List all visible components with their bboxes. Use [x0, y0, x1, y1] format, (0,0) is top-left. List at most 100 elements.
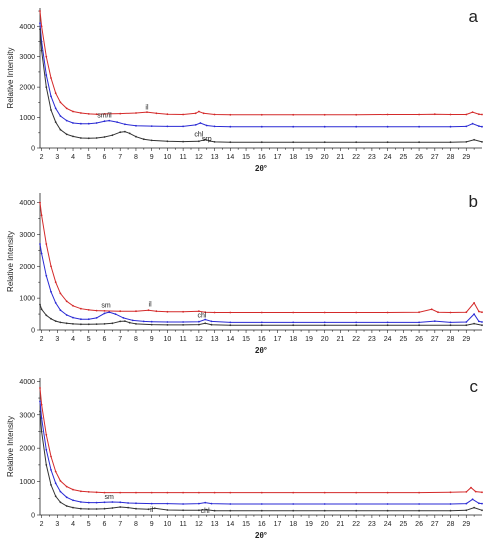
data-point: [465, 141, 468, 143]
data-point: [182, 509, 185, 512]
data-point: [182, 321, 185, 323]
data-point: [478, 125, 480, 127]
x-tick-label: 8: [134, 521, 138, 528]
data-point: [449, 125, 452, 128]
data-point: [39, 400, 41, 403]
data-point: [229, 503, 232, 505]
x-tick-label: 16: [258, 154, 266, 161]
x-tick-label: 18: [289, 154, 297, 161]
data-point: [260, 324, 263, 327]
data-point: [355, 113, 358, 116]
data-point: [323, 503, 326, 505]
data-point: [45, 86, 48, 88]
data-point: [355, 491, 358, 494]
x-tick-label: 6: [103, 154, 107, 161]
data-point: [50, 290, 52, 293]
data-point: [355, 509, 358, 512]
data-point: [147, 508, 150, 511]
data-point: [449, 311, 452, 314]
data-point: [386, 491, 389, 494]
data-point: [39, 303, 41, 306]
data-point: [103, 113, 106, 115]
data-point: [95, 122, 98, 124]
x-tick-label: 17: [274, 336, 282, 343]
data-point: [205, 508, 208, 511]
data-point: [355, 321, 358, 324]
data-point: [198, 509, 200, 512]
data-point: [103, 323, 106, 325]
data-point: [182, 310, 185, 313]
data-point: [292, 141, 295, 144]
data-point: [65, 496, 68, 499]
data-point: [128, 321, 131, 324]
y-tick-label: 0: [31, 513, 35, 520]
series-line-1: [39, 401, 483, 505]
data-point: [182, 503, 185, 505]
data-point: [481, 324, 483, 327]
x-tick-label: 4: [71, 154, 75, 161]
data-point: [59, 501, 62, 504]
data-point: [150, 320, 153, 323]
x-tick-label: 26: [415, 521, 423, 528]
data-point: [478, 113, 480, 116]
data-point: [166, 125, 169, 128]
data-point: [59, 128, 62, 131]
x-tick-label: 5: [87, 336, 91, 343]
x-tick-label: 3: [55, 154, 59, 161]
data-point: [39, 243, 41, 245]
data-point: [103, 312, 106, 315]
data-point: [292, 311, 295, 314]
data-point: [80, 507, 82, 510]
data-point: [229, 321, 232, 324]
data-point: [386, 503, 389, 505]
data-point: [433, 320, 436, 322]
data-point: [260, 491, 263, 494]
data-point: [40, 252, 43, 255]
x-tick-label: 24: [384, 336, 392, 343]
x-tick-label: 15: [242, 336, 250, 343]
data-point: [418, 324, 420, 327]
data-point: [198, 323, 200, 326]
data-point: [465, 509, 468, 512]
data-point: [204, 311, 207, 314]
data-point: [229, 509, 232, 512]
data-point: [260, 321, 263, 324]
data-point: [323, 509, 326, 512]
data-point: [292, 125, 295, 128]
x-tick-label: 13: [211, 336, 219, 343]
y-tick-label: 1000: [19, 296, 35, 303]
data-point: [473, 322, 475, 325]
series-line-0: [39, 202, 483, 314]
data-point: [204, 501, 207, 504]
data-point: [204, 318, 207, 321]
data-point: [481, 509, 483, 512]
data-point: [355, 311, 358, 314]
data-point: [54, 92, 57, 95]
data-point: [95, 508, 98, 510]
data-point: [135, 491, 137, 494]
data-point: [65, 485, 68, 488]
x-tick-label: 5: [87, 521, 91, 528]
data-point: [39, 28, 41, 31]
data-point: [72, 122, 74, 124]
data-point: [54, 302, 57, 304]
x-tick-label: 14: [226, 336, 234, 343]
data-point: [465, 324, 468, 327]
panel-label: c: [470, 377, 479, 396]
data-point: [87, 309, 90, 311]
data-point: [473, 313, 475, 315]
x-tick-label: 17: [274, 154, 282, 161]
data-point: [40, 214, 43, 217]
x-tick-label: 11: [179, 154, 186, 161]
data-point: [72, 323, 74, 325]
data-point: [119, 131, 122, 134]
x-tick-label: 11: [179, 521, 186, 528]
data-point: [103, 491, 106, 494]
data-point: [87, 501, 90, 504]
data-point: [59, 101, 62, 104]
data-point: [65, 133, 68, 136]
data-point: [418, 503, 420, 505]
x-tick-label: 27: [431, 154, 439, 161]
data-point: [114, 313, 117, 315]
data-point: [260, 509, 263, 512]
